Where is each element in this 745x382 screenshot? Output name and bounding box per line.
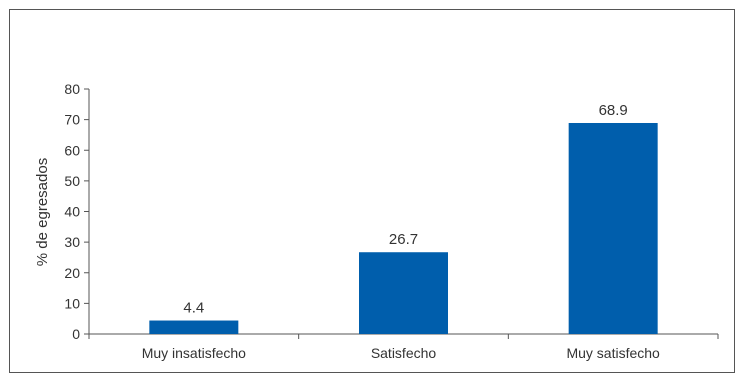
y-tick-label: 0: [72, 326, 80, 342]
bar-value-label: 68.9: [599, 102, 628, 119]
y-axis-title: % de egresados: [34, 158, 51, 266]
y-tick-label: 70: [64, 112, 80, 128]
x-category-label: Muy satisfecho: [566, 345, 660, 361]
y-tick-label: 20: [64, 265, 80, 281]
bar-value-label: 26.7: [389, 231, 418, 248]
y-tick-label: 80: [64, 81, 80, 97]
bar: [149, 320, 239, 334]
x-category-label: Muy insatisfecho: [142, 345, 246, 361]
bar: [359, 252, 448, 334]
bar: [568, 122, 658, 335]
y-tick-label: 40: [64, 204, 80, 220]
y-tick-label: 10: [64, 295, 80, 311]
bars: [149, 122, 658, 335]
data-labels: 4.4 26.7 68.9: [183, 102, 627, 317]
y-tick-label: 60: [64, 142, 80, 158]
bar-value-label: 4.4: [183, 300, 204, 317]
x-category-label: Satisfecho: [371, 345, 437, 361]
y-tick-label: 30: [64, 234, 80, 250]
y-tick-label: 50: [64, 173, 80, 189]
x-axis: Muy insatisfecho Satisfecho Muy satisfecho: [88, 333, 719, 361]
y-axis: 0 10 20 30 40 50 60 70 80: [64, 81, 90, 342]
